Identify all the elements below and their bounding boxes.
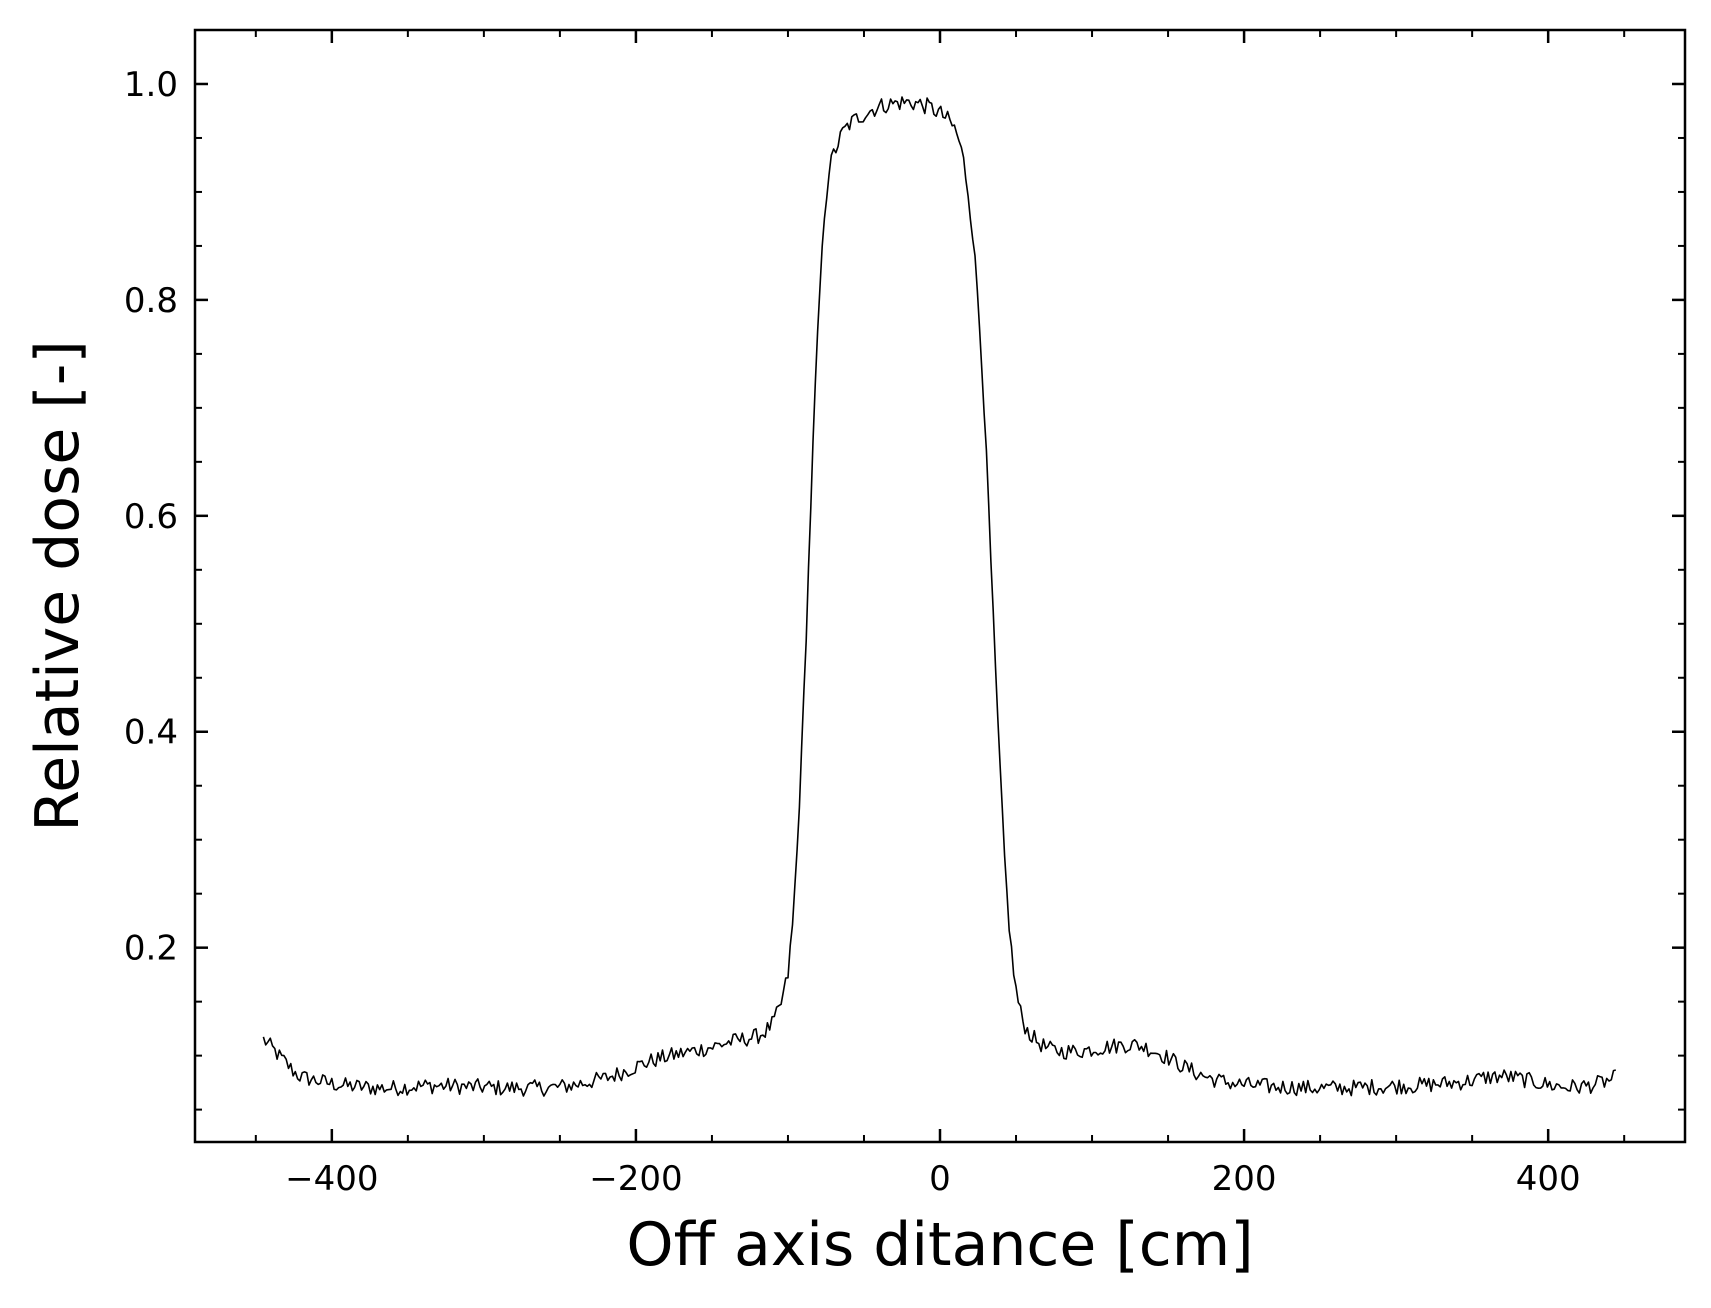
y-tick-label: 1.0 (124, 65, 178, 105)
y-tick-labels: 0.2 0.4 0.6 0.8 1.0 (124, 65, 178, 969)
x-tick-label: 400 (1516, 1159, 1581, 1199)
major-ticks (195, 30, 1685, 1142)
minor-ticks (195, 29, 1685, 1142)
x-tick-label: −400 (285, 1159, 378, 1199)
x-tick-label: 0 (929, 1159, 951, 1199)
x-tick-label: −200 (589, 1159, 682, 1199)
dose-profile-line (262, 96, 1617, 1097)
y-tick-label: 0.4 (124, 713, 178, 753)
x-tick-labels: −400 −200 0 200 400 (285, 1159, 1580, 1199)
plot-frame (193, 28, 1687, 1144)
y-tick-label: 0.2 (124, 929, 178, 969)
y-tick-label: 0.6 (124, 497, 178, 537)
y-tick-label: 0.8 (124, 281, 178, 321)
y-axis-label: Relative dose [-] (23, 340, 93, 832)
x-axis-label: Off axis ditance [cm] (626, 1210, 1253, 1280)
x-tick-label: 200 (1212, 1159, 1277, 1199)
